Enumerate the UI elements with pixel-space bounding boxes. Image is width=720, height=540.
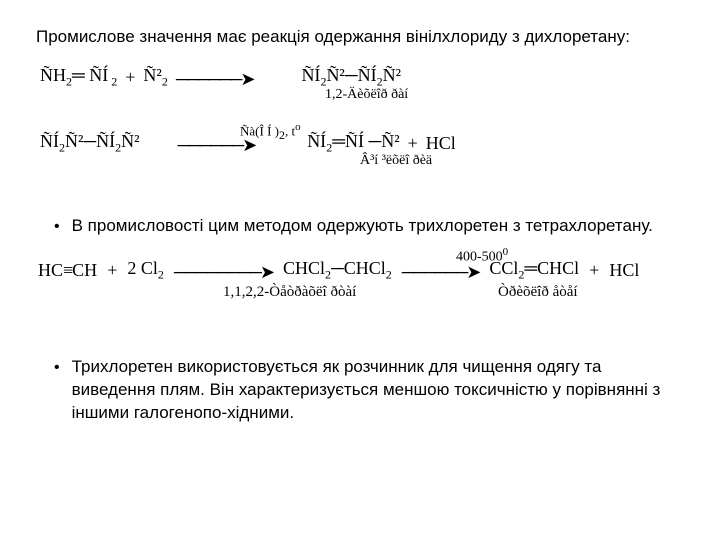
rx1-plus: + (125, 67, 135, 88)
rx2-rhs: ÑÍ2═ÑÍ ─Ñ² (307, 131, 399, 156)
rx2-product-label: Â³í ³ëõëî ðèä (360, 153, 432, 169)
rx3-arrow2: ──────➤ (402, 262, 480, 283)
rx3-hcl: HCl (609, 260, 639, 281)
rx3-mid-label: 1,1,2,2-Òåòðàõëî ðòàí (223, 284, 356, 301)
bullet-1: • В промисловості цим методом одержують … (54, 215, 684, 238)
intro-text: Промислове значення має реакція одержанн… (36, 26, 684, 49)
rx1-reagent: Ñ²2 (143, 65, 167, 90)
rx2-plus: + (408, 133, 418, 154)
rx2-lhs: ÑÍ2Ñ²─ÑÍ2Ñ² (40, 131, 140, 156)
rx1-lhs: ÑH2═ ÑÍ 2 (40, 65, 117, 90)
rx3-plus2: + (589, 260, 599, 281)
reaction-2: Ñà(Î Í )2, to ÑÍ2Ñ²─ÑÍ2Ñ² ──────➤ ÑÍ2═ÑÍ… (40, 131, 684, 177)
rx3-plus1: + (107, 260, 117, 281)
rx3-cl2: 2 Cl2 (127, 258, 164, 283)
rx3-arrow1: ────────➤ (174, 262, 273, 283)
rx3-lhs: HC≡CH (38, 260, 97, 281)
reaction-1: ÑH2═ ÑÍ 2 + Ñ²2 ──────➤ ÑÍ2Ñ²─ÑÍ2Ñ² 1,2-… (40, 65, 684, 103)
rx3-prod-label: Òðèõëîð åòåí (498, 284, 578, 301)
reaction-3: 400-5000 HC≡CH + 2 Cl2 ────────➤ CHCl2─C… (38, 258, 684, 312)
rx1-arrow: ──────➤ (176, 69, 254, 90)
rx2-arrow: ──────➤ (178, 135, 256, 156)
bullet-2-text: Трихлоретен використовується як розчинни… (72, 356, 684, 425)
rx3-mid: CHCl2─CHCl2 (283, 258, 392, 283)
rx1-product-label: 1,2-Äèõëîð ðàí (325, 87, 408, 103)
bullet-dot: • (54, 357, 60, 379)
bullet-2: • Трихлоретен використовується як розчин… (54, 356, 684, 425)
rx2-hcl: HCl (426, 133, 456, 154)
rx1-rhs: ÑÍ2Ñ²─ÑÍ2Ñ² (301, 65, 401, 90)
bullet-dot: • (54, 216, 60, 238)
bullet-1-text: В промисловості цим методом одержують тр… (72, 215, 684, 238)
